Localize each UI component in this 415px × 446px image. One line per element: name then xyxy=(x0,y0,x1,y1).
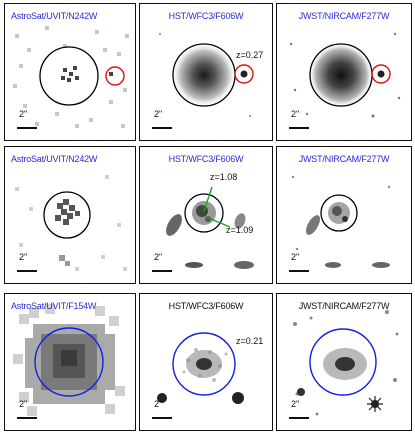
scale-bar: 2" xyxy=(152,109,174,131)
redshift-label: z=0.27 xyxy=(236,50,264,60)
panel-r2-uvit: AstroSat/UVIT/N242W 2" xyxy=(4,146,136,284)
scale-bar: 2" xyxy=(17,399,39,421)
scale-bar: 2" xyxy=(152,399,174,421)
panel-r3-hst: HST/WFC3/F606W z=0.21 2" xyxy=(139,293,273,431)
hst-galaxy-image xyxy=(159,33,254,117)
panel-label: JWST/NIRCAM/F277W xyxy=(298,301,390,311)
uvit-pixel-image xyxy=(13,26,129,128)
hst-galaxy-image xyxy=(157,332,244,404)
aperture-circle xyxy=(309,328,377,396)
red-marker-circle xyxy=(105,66,125,86)
hst-galaxy-image xyxy=(166,186,254,269)
panel-label: HST/WFC3/F606W xyxy=(168,154,244,164)
aperture-circle xyxy=(172,332,236,396)
redshift-label: z=0.21 xyxy=(236,336,264,346)
jwst-galaxy-image xyxy=(293,310,399,416)
scale-bar: 2" xyxy=(17,252,39,274)
red-marker-circle xyxy=(234,64,254,84)
panel-r2-jwst: JWST/NIRCAM/F277W 2" xyxy=(276,146,412,284)
panel-label: HST/WFC3/F606W xyxy=(168,11,244,21)
uvit-pixel-image xyxy=(13,304,125,416)
redshift-label: z=1.08 xyxy=(210,172,238,182)
panel-label: JWST/NIRCAM/F277W xyxy=(298,154,390,164)
panel-r3-jwst: JWST/NIRCAM/F277W 2" xyxy=(276,293,412,431)
pointer-line xyxy=(205,216,231,228)
aperture-circle xyxy=(39,46,99,106)
scale-bar: 2" xyxy=(289,252,311,274)
panel-label: AstroSat/UVIT/F154W xyxy=(11,301,97,311)
panel-r1-uvit: AstroSat/UVIT/N242W 2" xyxy=(4,3,136,141)
panel-r1-hst: HST/WFC3/F606W z=0.27 2" xyxy=(139,3,273,141)
pointer-line xyxy=(203,186,213,212)
panel-r1-jwst: JWST/NIRCAM/F277W 2" xyxy=(276,3,412,141)
aperture-circle xyxy=(43,191,91,239)
redshift-label: z=1.09 xyxy=(226,225,254,235)
scale-bar: 2" xyxy=(289,399,311,421)
jwst-galaxy-image xyxy=(291,175,391,268)
aperture-circle xyxy=(34,327,104,397)
jwst-galaxy-image xyxy=(289,32,401,118)
scale-bar: 2" xyxy=(17,109,39,131)
scale-bar: 2" xyxy=(152,252,174,274)
panel-label: AstroSat/UVIT/N242W xyxy=(11,154,98,164)
panel-r3-uvit: AstroSat/UVIT/F154W 2" xyxy=(4,293,136,431)
panel-label: JWST/NIRCAM/F277W xyxy=(298,11,390,21)
panel-r2-hst: HST/WFC3/F606W z=1.08 z=1.09 2" xyxy=(139,146,273,284)
scale-bar: 2" xyxy=(289,109,311,131)
panel-label: AstroSat/UVIT/N242W xyxy=(11,11,98,21)
red-marker-circle xyxy=(371,64,391,84)
aperture-circle xyxy=(184,193,224,233)
uvit-pixel-image xyxy=(15,175,127,271)
panel-label: HST/WFC3/F606W xyxy=(168,301,244,311)
aperture-circle xyxy=(320,194,358,232)
